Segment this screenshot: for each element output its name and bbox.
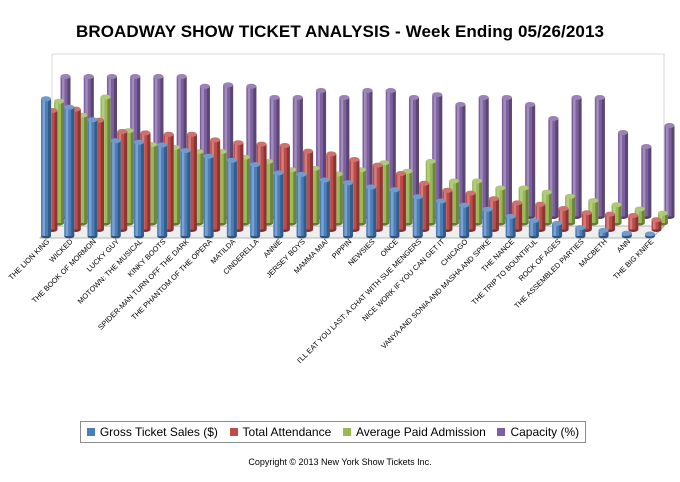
legend-item-gross: Gross Ticket Sales ($): [86, 425, 218, 439]
bar-1-21: [505, 213, 516, 239]
bar-1-20: [482, 206, 493, 239]
chart-title: BROADWAY SHOW TICKET ANALYSIS - Week End…: [75, 22, 605, 41]
category-label-1: THE LION KING: [7, 237, 52, 282]
bar-1-6: [157, 142, 168, 239]
bar-1-10: [250, 162, 261, 239]
bar-1-11: [273, 170, 284, 239]
bar-1-18: [435, 198, 446, 239]
legend-item-admission: Average Paid Admission: [342, 425, 486, 439]
bars-layer: [41, 74, 675, 239]
legend-label-admission: Average Paid Admission: [355, 425, 486, 439]
legend-label-attendance: Total Attendance: [242, 425, 332, 439]
category-label-26: ANN: [615, 237, 632, 254]
legend-item-capacity: Capacity (%): [497, 425, 579, 439]
bar-1-8: [203, 153, 214, 239]
bar-2-27: [651, 217, 662, 232]
bar-1-24: [575, 225, 586, 239]
legend-label-capacity: Capacity (%): [510, 425, 580, 439]
legend-swatch-capacity: [497, 428, 506, 436]
bar-1-13: [319, 177, 330, 239]
legend-swatch-admission: [342, 428, 351, 436]
bar-1-14: [343, 180, 353, 239]
bar-1-17: [412, 194, 423, 239]
bar-1-27: [645, 231, 655, 239]
bar-1-2: [64, 104, 75, 239]
bar-1-23: [552, 220, 563, 239]
copyright-text: Copyright © 2013 New York Show Tickets I…: [248, 457, 432, 467]
bar-1-9: [226, 157, 237, 239]
legend-item-attendance: Total Attendance: [229, 425, 332, 439]
bar-2-26: [628, 213, 639, 232]
bar-4-27: [664, 123, 675, 219]
bar-1-1: [41, 96, 51, 239]
legend-swatch-attendance: [229, 428, 238, 436]
bar-1-26: [621, 230, 632, 239]
bar-1-25: [598, 227, 609, 239]
bar-1-12: [296, 171, 307, 239]
legend-swatch-gross: [86, 428, 95, 436]
bar-1-5: [133, 139, 144, 239]
bar-1-3: [87, 117, 98, 239]
bar-1-19: [459, 202, 470, 239]
legend-label-gross: Gross Ticket Sales ($): [99, 425, 218, 439]
bar-1-4: [110, 138, 121, 239]
bar-1-7: [180, 148, 191, 239]
bar-1-16: [389, 187, 400, 239]
category-label-16: ONCE: [378, 237, 400, 259]
bar-1-22: [528, 218, 539, 239]
bar-1-15: [366, 184, 377, 239]
chart-legend: Gross Ticket Sales ($) Total Attendance …: [80, 421, 586, 443]
